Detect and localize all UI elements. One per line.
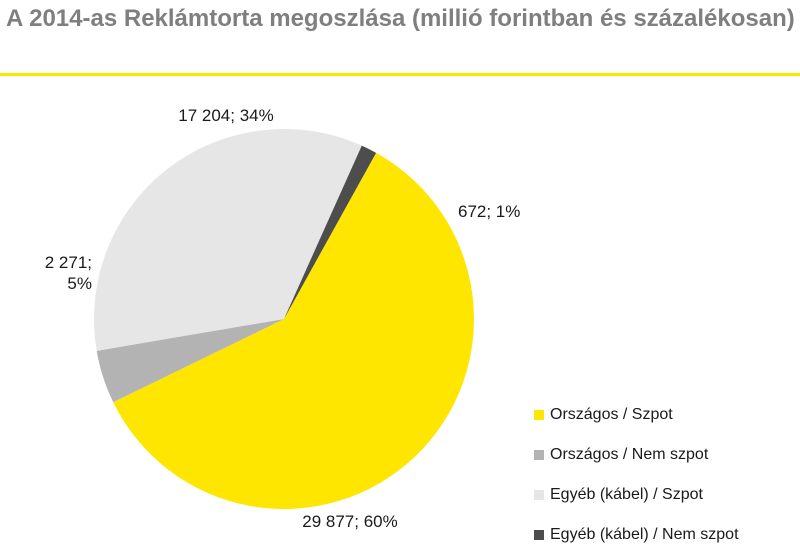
legend-swatch-orszagos-szpot xyxy=(534,410,544,420)
legend-label-orszagos-szpot: Országos / Szpot xyxy=(550,406,673,423)
title-underline xyxy=(0,73,800,76)
slice-label-egyeb-kabel-nem-szpot: 672; 1% xyxy=(458,202,520,221)
pie-slice-orszagos-nem-szpot xyxy=(96,319,284,403)
legend-swatch-egyeb-kabel-nem-szpot xyxy=(534,530,544,540)
slice-label-orszagos-nem-szpot: 2 271; 5% xyxy=(45,253,92,293)
pie-slice-egyeb-kabel-szpot xyxy=(94,129,362,351)
legend-item-egyeb-kabel-nem-szpot: Egyéb (kábel) / Nem szpot xyxy=(534,515,796,555)
slice-label-orszagos-szpot: 29 877; 60% xyxy=(302,512,397,531)
legend-item-orszagos-szpot: Országos / Szpot xyxy=(534,395,796,435)
legend-swatch-orszagos-nem-szpot xyxy=(534,450,544,460)
legend-item-orszagos-nem-szpot: Országos / Nem szpot xyxy=(534,435,796,475)
pie-slice-egyeb-kabel-nem-szpot xyxy=(284,145,377,319)
slice-label-egyeb-kabel-szpot: 17 204; 34% xyxy=(178,106,273,125)
chart-title: A 2014-as Reklámtorta megoszlása (millió… xyxy=(6,5,795,32)
legend-label-orszagos-nem-szpot: Országos / Nem szpot xyxy=(550,446,709,463)
legend-label-egyeb-kabel-nem-szpot: Egyéb (kábel) / Nem szpot xyxy=(550,526,739,543)
legend-item-egyeb-kabel-szpot: Egyéb (kábel) / Szpot xyxy=(534,475,796,515)
legend-swatch-egyeb-kabel-szpot xyxy=(534,490,544,500)
chart-legend: Országos / Szpot Országos / Nem szpot Eg… xyxy=(534,395,796,555)
legend-label-egyeb-kabel-szpot: Egyéb (kábel) / Szpot xyxy=(550,486,703,503)
pie-slice-orszagos-szpot xyxy=(113,152,474,509)
